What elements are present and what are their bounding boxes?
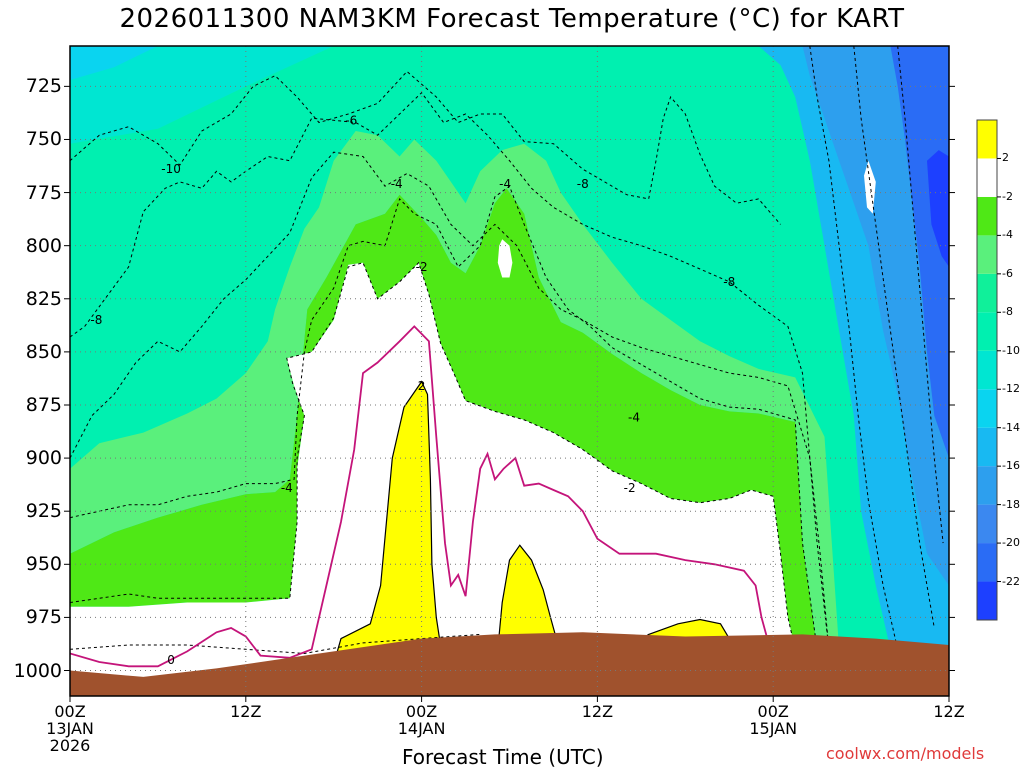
x-tick-label: 14JAN — [397, 719, 446, 738]
x-tick-label: 13JAN — [46, 719, 94, 738]
colorbar-label: -22 — [1002, 574, 1020, 588]
x-tick-label: 15JAN — [749, 719, 798, 738]
isotherm-dashed — [70, 91, 830, 650]
contour-label: -2 — [624, 481, 636, 495]
x-axis-label: Forecast Time (UTC) — [402, 745, 604, 769]
band-minus14-to-minus12 — [70, 46, 158, 80]
y-tick-label: 825 — [25, 287, 62, 310]
plot-area — [70, 46, 949, 696]
isotherm-dashed — [897, 46, 944, 544]
freezing-line-0c — [70, 325, 769, 668]
band-near-freezing — [70, 262, 949, 696]
contour-label: -8 — [577, 177, 589, 191]
colorbar-label: -2 — [1002, 189, 1013, 203]
y-tick-label: 950 — [25, 553, 62, 576]
band-near-freezing — [864, 160, 876, 214]
x-tick-label: 12Z — [581, 702, 614, 721]
band-warm-layer — [497, 545, 560, 650]
x-tick-label: 00Z — [757, 702, 789, 721]
colorbar-label: -10 — [1002, 343, 1020, 357]
contour-label: -6 — [345, 113, 357, 127]
contour-label: -8 — [90, 313, 102, 327]
colorbar-label: -14 — [1002, 420, 1020, 434]
colorbar-swatch — [977, 466, 997, 505]
colorbar-label: -12 — [1002, 382, 1020, 396]
contour-labels: -10 -8 -6 -4 -4 -8 -2 -8 2 -4 -4 -2 0 — [90, 113, 735, 667]
x-tick-label: 12Z — [230, 702, 262, 721]
contour-label: -2 — [416, 260, 428, 274]
plot-frame — [69, 45, 950, 697]
contour-label: -4 — [391, 177, 403, 191]
contour-label: -4 — [281, 481, 293, 495]
contour-label: 0 — [167, 653, 175, 667]
contour-label: -4 — [628, 411, 640, 425]
isotherm-dashed — [70, 261, 796, 650]
isotherm-plus2 — [332, 380, 443, 665]
colorbar-swatch — [977, 196, 997, 236]
grid-lines — [70, 46, 949, 696]
contour-label: -4 — [499, 177, 511, 191]
colorbar-swatch — [977, 543, 997, 582]
y-tick-label: 750 — [25, 128, 62, 151]
colorbar-swatch — [977, 427, 997, 467]
x-tick-label: 00Z — [405, 702, 438, 721]
colorbar-swatch — [977, 350, 997, 390]
y-tick-label: 800 — [25, 234, 62, 257]
y-tick-label: 975 — [25, 606, 62, 629]
colorbar-swatch — [977, 273, 997, 313]
x-tick-label: 00Z — [54, 702, 86, 721]
surface-terrain — [70, 632, 949, 696]
colorbar-swatch — [977, 158, 997, 197]
colorbar-swatch — [977, 504, 997, 544]
y-tick-label: 850 — [25, 340, 62, 363]
chart-title: 2026011300 NAM3KM Forecast Temperature (… — [119, 4, 905, 34]
colorbar-label: -8 — [1002, 305, 1013, 319]
y-tick-label: 775 — [25, 181, 62, 204]
band-minus12-to-minus10 — [70, 46, 334, 144]
isotherm-dashed — [853, 46, 935, 629]
colorbar-swatch — [977, 389, 997, 428]
y-tick-label: 1000 — [13, 659, 62, 682]
isotherm-dashed — [70, 633, 481, 655]
colorbar-label: -16 — [1002, 459, 1020, 473]
colorbar-swatch — [977, 312, 997, 351]
colorbar-swatch — [977, 235, 997, 274]
colorbar-label: 2 — [1002, 151, 1009, 165]
colorbar-swatch — [977, 120, 997, 159]
colorbar-label: -18 — [1002, 497, 1020, 511]
band-near-freezing — [497, 239, 513, 278]
y-tick-label: 900 — [25, 447, 62, 470]
colorbar-swatch — [977, 581, 997, 620]
x-tick-label: 2026 — [49, 736, 91, 755]
contour-label: -10 — [161, 162, 181, 176]
y-tick-label: 725 — [25, 75, 62, 98]
band-warm-layer — [333, 381, 443, 665]
isotherm-dashed — [70, 151, 830, 650]
axis-ticks — [64, 85, 955, 702]
contour-label: -8 — [723, 275, 735, 289]
watermark-text: coolwx.com/models — [826, 744, 985, 763]
contour-label: 2 — [418, 379, 426, 393]
isotherm-dashed — [809, 46, 899, 650]
colorbar-label: -6 — [1002, 266, 1013, 280]
colorbar-frame — [976, 119, 998, 621]
colorbar-label: -20 — [1002, 536, 1020, 550]
colorbar — [976, 119, 1001, 621]
isotherm-dashed — [70, 185, 818, 650]
y-tick-label: 875 — [25, 393, 62, 416]
band-minus4-to-minus2 — [70, 188, 818, 650]
x-tick-label: 12Z — [933, 702, 965, 721]
band-cold-minus20 — [890, 46, 949, 459]
band-cold-minus22 — [927, 150, 949, 267]
y-tick-label: 925 — [25, 500, 62, 523]
colorbar-label: -4 — [1002, 228, 1013, 242]
